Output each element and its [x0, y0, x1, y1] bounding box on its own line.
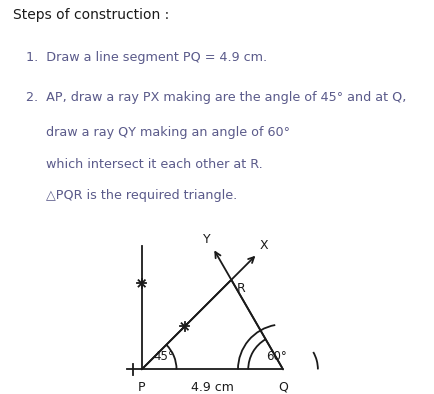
Text: draw a ray QY making an angle of 60°: draw a ray QY making an angle of 60°: [26, 126, 289, 139]
Text: Steps of construction :: Steps of construction :: [13, 8, 169, 22]
Text: 4.9 cm: 4.9 cm: [191, 381, 233, 394]
Text: 45°: 45°: [153, 350, 173, 363]
Text: X: X: [259, 239, 267, 252]
Text: △PQR is the required triangle.: △PQR is the required triangle.: [26, 189, 237, 202]
Text: 1.  Draw a line segment PQ = 4.9 cm.: 1. Draw a line segment PQ = 4.9 cm.: [26, 51, 266, 64]
Text: 60°: 60°: [265, 350, 286, 363]
Text: which intersect it each other at R.: which intersect it each other at R.: [26, 158, 262, 171]
Text: 2.  AP, draw a ray PX making are the angle of 45° and at Q,: 2. AP, draw a ray PX making are the angl…: [26, 91, 405, 104]
Text: Y: Y: [203, 233, 210, 246]
Text: P: P: [138, 381, 145, 394]
Text: Q: Q: [277, 381, 287, 394]
Text: R: R: [236, 282, 245, 295]
